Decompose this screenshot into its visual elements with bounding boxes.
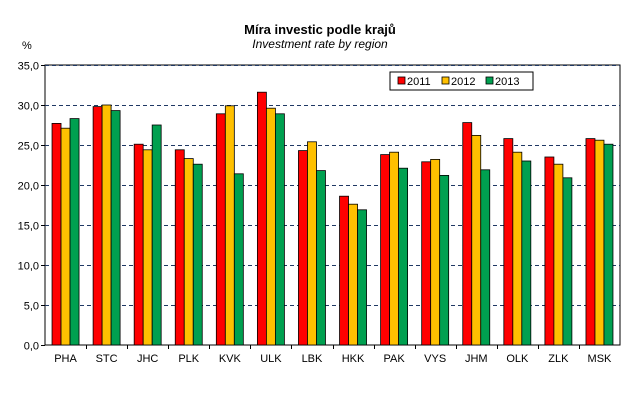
y-tick-label: 30,0 (18, 101, 39, 113)
legend-swatch-2013 (485, 76, 494, 85)
legend-swatch-2011 (397, 76, 406, 85)
bar-stc-2012 (101, 104, 112, 346)
x-tick-label: HKK (342, 353, 365, 365)
x-tick-label: LBK (302, 353, 323, 365)
bar-plk-2012 (183, 158, 194, 346)
x-tick-label: STC (96, 353, 118, 365)
legend-label-2011: 2011 (407, 76, 431, 88)
bar-ulk-2012 (265, 107, 276, 346)
x-tick-label: PLK (178, 353, 199, 365)
bar-ulk-2013 (274, 113, 285, 346)
legend-box (389, 71, 534, 91)
x-tick-label: PAK (384, 353, 406, 365)
bar-jhm-2013 (480, 169, 491, 346)
chart-title: Míra investic podle krajů (244, 22, 396, 37)
bar-jhc-2012 (142, 149, 153, 346)
legend-swatch-2012 (441, 76, 450, 85)
bar-msk-2013 (603, 143, 614, 346)
bar-pha-2012 (60, 127, 71, 346)
bar-plk-2011 (174, 149, 185, 346)
bar-lbk-2012 (307, 141, 317, 346)
y-tick-label: 10,0 (18, 261, 39, 273)
bar-hkk-2011 (339, 195, 349, 346)
chart-subtitle: Investment rate by region (252, 37, 388, 51)
y-tick-label: 0,0 (24, 341, 39, 353)
bar-vys-2011 (421, 161, 432, 346)
bar-ulk-2011 (256, 91, 267, 346)
y-tick-label: 5,0 (24, 301, 39, 313)
bar-pak-2011 (380, 154, 391, 346)
x-tick-label: JHM (465, 353, 488, 365)
bar-zlk-2013 (562, 177, 573, 346)
y-axis-label: % (22, 40, 32, 52)
bar-pak-2013 (398, 167, 409, 346)
bar-zlk-2011 (544, 156, 555, 346)
y-tick-label: 35,0 (18, 61, 39, 73)
legend-label-2012: 2012 (451, 76, 475, 88)
bar-hkk-2012 (348, 203, 358, 346)
bar-kvk-2012 (224, 105, 235, 346)
bar-lbk-2011 (298, 150, 308, 346)
bar-jhm-2012 (471, 134, 482, 346)
bar-kvk-2011 (215, 113, 226, 346)
bar-plk-2013 (192, 163, 203, 346)
bar-lbk-2013 (316, 170, 326, 346)
bar-olk-2011 (503, 138, 514, 346)
bar-kvk-2013 (233, 173, 244, 346)
bar-msk-2011 (585, 138, 596, 346)
plot-border (44, 64, 621, 346)
plot-area: 0,0 5,0 10,0 15,0 20,0 25,0 30,0 35,0 PHA STC JHC P… (18, 61, 621, 365)
bar-stc-2013 (110, 110, 121, 346)
x-tick-label: VYS (424, 353, 446, 365)
x-tick-label: OLK (506, 353, 529, 365)
legend-label-2013: 2013 (495, 76, 519, 88)
bar-vys-2013 (439, 174, 450, 346)
bar-pak-2012 (389, 151, 400, 346)
y-tick-label: 25,0 (18, 141, 39, 153)
x-tick-label: ZLK (548, 353, 569, 365)
bar-jhc-2013 (151, 124, 162, 346)
bar-vys-2012 (430, 158, 441, 346)
bar-pha-2011 (51, 123, 62, 346)
bar-olk-2013 (521, 160, 532, 346)
bar-jhm-2011 (462, 122, 473, 346)
bar-hkk-2013 (357, 209, 367, 346)
bar-pha-2013 (69, 118, 80, 346)
bar-jhc-2011 (133, 143, 144, 346)
x-tick-label: JHC (137, 353, 158, 365)
x-tick-label: ULK (260, 353, 282, 365)
y-tick-label: 15,0 (18, 221, 39, 233)
x-tick-label: KVK (219, 353, 242, 365)
bar-olk-2012 (512, 151, 523, 346)
bar-msk-2012 (594, 139, 605, 346)
bar-zlk-2012 (553, 163, 564, 346)
y-tick-label: 20,0 (18, 181, 39, 193)
x-tick-label: MSK (588, 353, 613, 365)
bar-stc-2011 (92, 106, 103, 346)
x-tick-label: PHA (54, 353, 77, 365)
